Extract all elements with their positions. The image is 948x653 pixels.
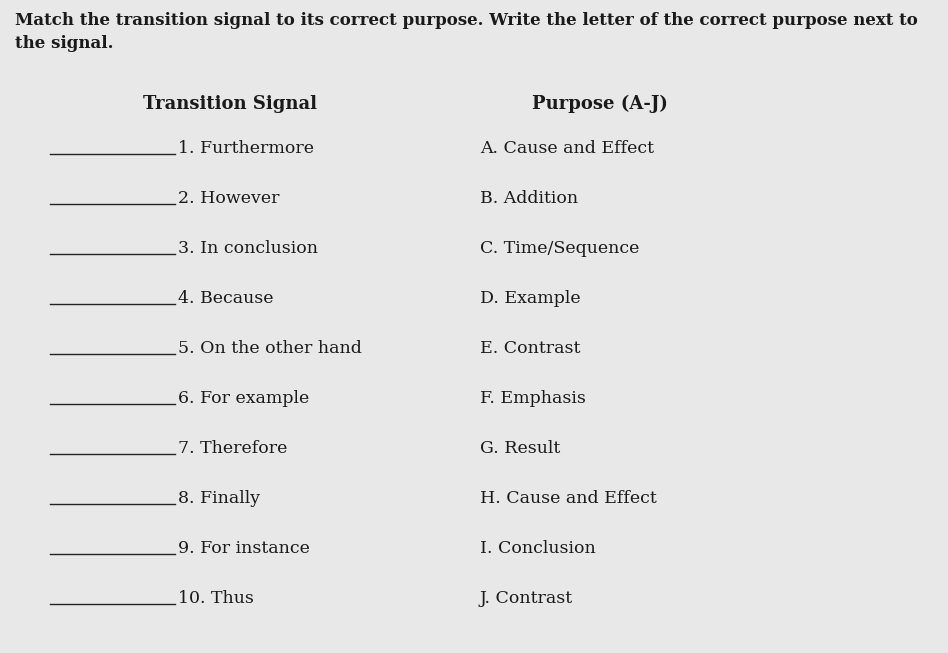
Text: B. Addition: B. Addition [480, 190, 578, 207]
Text: A. Cause and Effect: A. Cause and Effect [480, 140, 654, 157]
Text: 2. However: 2. However [178, 190, 280, 207]
Text: 6. For example: 6. For example [178, 390, 309, 407]
Text: 10. Thus: 10. Thus [178, 590, 254, 607]
Text: Match the transition signal to its correct purpose. Write the letter of the corr: Match the transition signal to its corre… [15, 12, 918, 29]
Text: 9. For instance: 9. For instance [178, 540, 310, 557]
Text: 7. Therefore: 7. Therefore [178, 440, 287, 457]
Text: C. Time/Sequence: C. Time/Sequence [480, 240, 639, 257]
Text: Transition Signal: Transition Signal [143, 95, 317, 113]
Text: 8. Finally: 8. Finally [178, 490, 260, 507]
Text: Purpose (A-J): Purpose (A-J) [532, 95, 668, 113]
Text: H. Cause and Effect: H. Cause and Effect [480, 490, 657, 507]
Text: 1. Furthermore: 1. Furthermore [178, 140, 314, 157]
Text: F. Emphasis: F. Emphasis [480, 390, 586, 407]
Text: E. Contrast: E. Contrast [480, 340, 580, 357]
Text: the signal.: the signal. [15, 35, 114, 52]
Text: 3. In conclusion: 3. In conclusion [178, 240, 318, 257]
Text: 5. On the other hand: 5. On the other hand [178, 340, 362, 357]
Text: D. Example: D. Example [480, 290, 580, 307]
Text: J. Contrast: J. Contrast [480, 590, 574, 607]
Text: 4. Because: 4. Because [178, 290, 274, 307]
Text: I. Conclusion: I. Conclusion [480, 540, 595, 557]
Text: G. Result: G. Result [480, 440, 560, 457]
